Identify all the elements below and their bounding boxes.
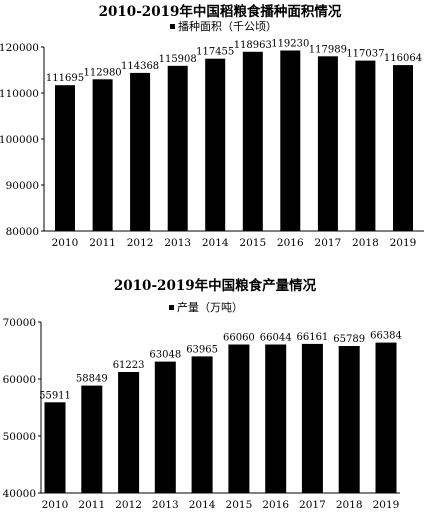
bar-2011	[81, 385, 103, 493]
data-label-2011: 58849	[76, 374, 108, 385]
bar-2010	[55, 85, 75, 231]
y-tick-labels: 40000 50000 60000 70000	[3, 317, 41, 500]
bar-2015	[242, 51, 263, 231]
x-tick-2015: 2015	[239, 237, 266, 249]
x-tick-2016: 2016	[277, 237, 304, 249]
bar-2013	[167, 65, 188, 231]
bar-2012	[130, 72, 151, 232]
y-tick-60000: 60000	[3, 374, 36, 386]
x-tick-labels: 2010 2011 2012 2013 2014 2015 2016 2017 2018 2019	[52, 237, 417, 249]
data-label-2017: 117989	[309, 44, 347, 55]
x-tick-2018: 2018	[352, 237, 379, 249]
data-label-2018: 65789	[333, 334, 365, 345]
bar-2019	[393, 65, 413, 231]
data-label-2015: 118963	[234, 40, 272, 51]
y-tick-70000: 70000	[3, 317, 36, 329]
bar-2014	[191, 356, 213, 493]
bar-2011	[92, 79, 113, 231]
y-tick-40000: 40000	[3, 488, 36, 500]
x-tick-2013: 2013	[152, 499, 179, 511]
x-tick-labels: 2010 2011 2012 2013 2014 2015 2016 2017 2018 2019	[42, 499, 400, 511]
y-tick-50000: 50000	[3, 431, 36, 443]
bar-2013	[154, 361, 176, 493]
y-tick-120000: 120000	[0, 42, 39, 54]
x-tick-2017: 2017	[315, 237, 342, 249]
data-label-2012: 114368	[121, 61, 159, 72]
data-label-2010: 55911	[39, 390, 71, 401]
data-label-2019: 66384	[370, 331, 402, 342]
x-tick-2019: 2019	[390, 237, 417, 249]
legend-label: 产量（万吨）	[177, 300, 243, 314]
chart-title: 2010-2019年中国稻粮食播种面积情况	[99, 3, 342, 20]
x-tick-2018: 2018	[336, 499, 363, 511]
x-tick-2012: 2012	[127, 237, 154, 249]
x-tick-2016: 2016	[262, 499, 289, 511]
data-label-2019: 116064	[384, 53, 422, 64]
chart-grain-output: 2010-2019年中国粮食产量情况 产量（万吨） 40000 50000 6000…	[3, 277, 402, 511]
data-label-2014: 117455	[196, 47, 234, 58]
data-label-2016: 66044	[260, 333, 292, 344]
data-labels: 55911 58849 61223 63048 63965 66060 66044 66161…	[39, 331, 402, 402]
legend-swatch	[169, 305, 174, 310]
x-tick-2013: 2013	[164, 237, 191, 249]
bar-2014	[205, 58, 226, 232]
bar-2018	[355, 60, 376, 231]
y-tick-110000: 110000	[0, 88, 39, 100]
legend-swatch	[170, 24, 175, 29]
bars	[55, 50, 413, 232]
bar-2016	[280, 50, 301, 231]
x-tick-2011: 2011	[78, 499, 105, 511]
bar-2017	[301, 343, 323, 493]
x-tick-2010: 2010	[42, 499, 69, 511]
legend-label: 播种面积（千公顷）	[178, 19, 277, 33]
x-tick-2015: 2015	[226, 499, 253, 511]
data-label-2015: 66060	[223, 333, 255, 344]
bar-2010	[44, 402, 66, 493]
bar-2019	[375, 342, 397, 493]
chart-sown-area: 2010-2019年中国稻粮食播种面积情况 播种面积（千公顷） 80000 900…	[0, 3, 424, 249]
bar-2016	[265, 344, 287, 493]
data-label-2017: 66161	[296, 332, 328, 343]
x-tick-2014: 2014	[189, 499, 216, 511]
y-tick-100000: 100000	[0, 134, 39, 146]
x-tick-2017: 2017	[299, 499, 326, 511]
bars	[44, 342, 397, 493]
data-label-2014: 63965	[186, 344, 218, 355]
x-tick-2019: 2019	[373, 499, 400, 511]
data-label-2016: 119230	[271, 39, 309, 50]
data-label-2011: 112980	[84, 67, 122, 78]
x-tick-2010: 2010	[52, 237, 79, 249]
data-label-2010: 111695	[46, 73, 84, 84]
chart-title: 2010-2019年中国粮食产量情况	[114, 277, 317, 294]
data-label-2018: 117037	[346, 49, 384, 60]
y-tick-90000: 90000	[6, 180, 39, 192]
bar-2012	[118, 372, 140, 493]
x-tick-2014: 2014	[202, 237, 229, 249]
y-tick-80000: 80000	[6, 226, 39, 238]
x-tick-2012: 2012	[115, 499, 142, 511]
data-label-2013: 63048	[149, 350, 181, 361]
bar-2015	[228, 344, 250, 493]
data-label-2012: 61223	[113, 360, 145, 371]
x-tick-2011: 2011	[89, 237, 116, 249]
bar-2018	[338, 346, 360, 493]
y-tick-labels: 80000 90000 100000 110000 120000	[0, 42, 44, 238]
bar-2017	[317, 56, 338, 231]
data-label-2013: 115908	[159, 54, 197, 65]
